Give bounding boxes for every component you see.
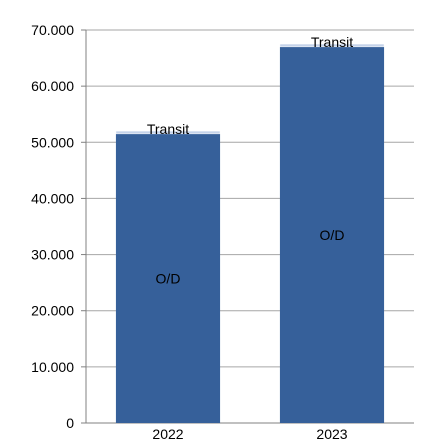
bars: O/D Transit O/D Transit: [115, 34, 385, 423]
segment-label: Transit: [311, 34, 353, 50]
y-tick-label: 20.000: [31, 303, 74, 319]
x-axis-labels: 2022 2023: [152, 426, 347, 441]
y-tick-label: 10.000: [31, 359, 74, 375]
y-tick-label: 60.000: [31, 78, 74, 94]
y-tick-label: 50.000: [31, 134, 74, 150]
y-tick-label: 70.000: [31, 22, 74, 38]
bar-segment-transit: [115, 130, 221, 135]
bar-segment-transit: [279, 43, 385, 48]
bar-segment-od: [115, 133, 221, 423]
x-tick-label: 2023: [316, 426, 347, 441]
bar-segment-od: [279, 46, 385, 423]
y-tick-label: 30.000: [31, 247, 74, 263]
y-axis-ticks: 0 10.000 20.000 30.000 40.000 50.000 60.000 70.…: [31, 22, 86, 431]
x-tick-label: 2022: [152, 426, 183, 441]
segment-label: O/D: [156, 270, 181, 286]
segment-label: Transit: [147, 121, 189, 137]
y-tick-label: 0: [66, 415, 74, 431]
y-tick-label: 40.000: [31, 190, 74, 206]
segment-label: O/D: [320, 227, 345, 243]
